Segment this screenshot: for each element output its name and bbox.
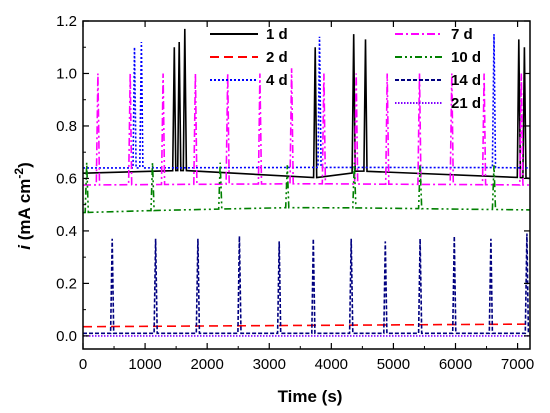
x-tick-label: 0 xyxy=(79,356,87,373)
legend-label: 10 d xyxy=(451,49,481,66)
y-axis-symbol: i xyxy=(15,244,34,250)
legend: 1 d 2 d 4 d 7 d 10 d 14 d 21 d xyxy=(210,26,481,112)
y-axis-close: ) xyxy=(15,162,34,168)
y-tick-label: 0.6 xyxy=(56,170,77,187)
legend-entry: 4 d xyxy=(210,72,288,89)
x-tick-label: 1000 xyxy=(128,356,161,373)
legend-entry: 10 d xyxy=(395,49,481,66)
y-tick-label: 1.2 xyxy=(56,13,77,30)
legend-entry: 14 d xyxy=(395,72,481,89)
x-tick-label: 3000 xyxy=(253,356,286,373)
legend-label: 1 d xyxy=(266,26,288,43)
y-axis-title: i (mA cm-2) xyxy=(12,162,34,250)
y-axis-exponent: -2 xyxy=(12,168,26,179)
legend-label: 14 d xyxy=(451,72,481,89)
series-line-2-d xyxy=(82,323,531,328)
x-tick-label: 6000 xyxy=(439,356,472,373)
series-2-d xyxy=(82,323,531,328)
y-tick-label: 0.2 xyxy=(56,275,77,292)
series-line-14-d xyxy=(83,233,530,335)
x-tick-label: 4000 xyxy=(315,356,348,373)
legend-entry: 1 d xyxy=(210,26,288,43)
series-14-d xyxy=(83,233,530,335)
series-7-d xyxy=(82,68,530,186)
axes-layer: 0 1000 2000 3000 4000 5000 6000 7000 0.0 0.2 0.4 0.… xyxy=(56,13,534,373)
y-tick-label: 0.0 xyxy=(56,328,77,345)
legend-label: 7 d xyxy=(451,26,473,43)
y-axis-unit: (mA cm xyxy=(15,179,34,245)
legend-label: 2 d xyxy=(266,49,288,66)
legend-entry: 2 d xyxy=(210,49,288,66)
y-tick-label: 0.4 xyxy=(56,223,77,240)
series-10-d xyxy=(82,162,531,214)
plot-frame xyxy=(82,20,531,350)
legend-label: 4 d xyxy=(266,72,288,89)
y-tick-label: 1.0 xyxy=(56,65,77,82)
x-tick-label: 5000 xyxy=(377,356,410,373)
legend-label: 21 d xyxy=(451,95,481,112)
x-axis-title: Time (s) xyxy=(278,387,343,406)
series-layer xyxy=(82,28,531,337)
y-tick-label: 0.8 xyxy=(56,118,77,135)
x-tick-label: 2000 xyxy=(190,356,223,373)
legend-entry: 7 d xyxy=(395,26,473,43)
series-line-10-d xyxy=(82,162,531,214)
x-tick-label: 7000 xyxy=(501,356,534,373)
legend-entry: 21 d xyxy=(395,95,481,112)
series-line-7-d xyxy=(82,68,530,186)
